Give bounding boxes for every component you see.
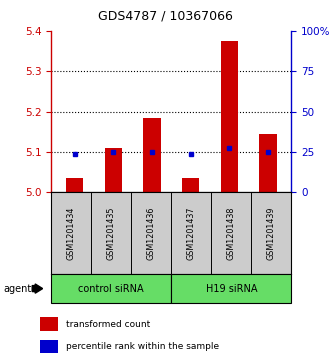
Text: GSM1201437: GSM1201437 <box>187 207 196 260</box>
Bar <box>221 41 238 192</box>
FancyArrow shape <box>32 284 43 293</box>
Bar <box>260 134 277 192</box>
Text: control siRNA: control siRNA <box>78 284 144 294</box>
Bar <box>66 178 83 192</box>
Text: GSM1201439: GSM1201439 <box>267 207 276 260</box>
Text: transformed count: transformed count <box>66 319 150 329</box>
Bar <box>105 148 122 192</box>
Text: GDS4787 / 10367066: GDS4787 / 10367066 <box>98 9 233 22</box>
Text: agent: agent <box>3 284 31 294</box>
Text: H19 siRNA: H19 siRNA <box>206 284 257 294</box>
Bar <box>143 118 161 192</box>
Bar <box>40 340 58 354</box>
Bar <box>51 274 171 303</box>
Bar <box>40 317 58 331</box>
Text: percentile rank within the sample: percentile rank within the sample <box>66 342 219 351</box>
Text: GSM1201436: GSM1201436 <box>147 207 156 260</box>
Text: GSM1201435: GSM1201435 <box>107 207 116 260</box>
Text: GSM1201434: GSM1201434 <box>67 207 76 260</box>
Text: GSM1201438: GSM1201438 <box>227 207 236 260</box>
Bar <box>171 274 291 303</box>
Bar <box>182 178 199 192</box>
